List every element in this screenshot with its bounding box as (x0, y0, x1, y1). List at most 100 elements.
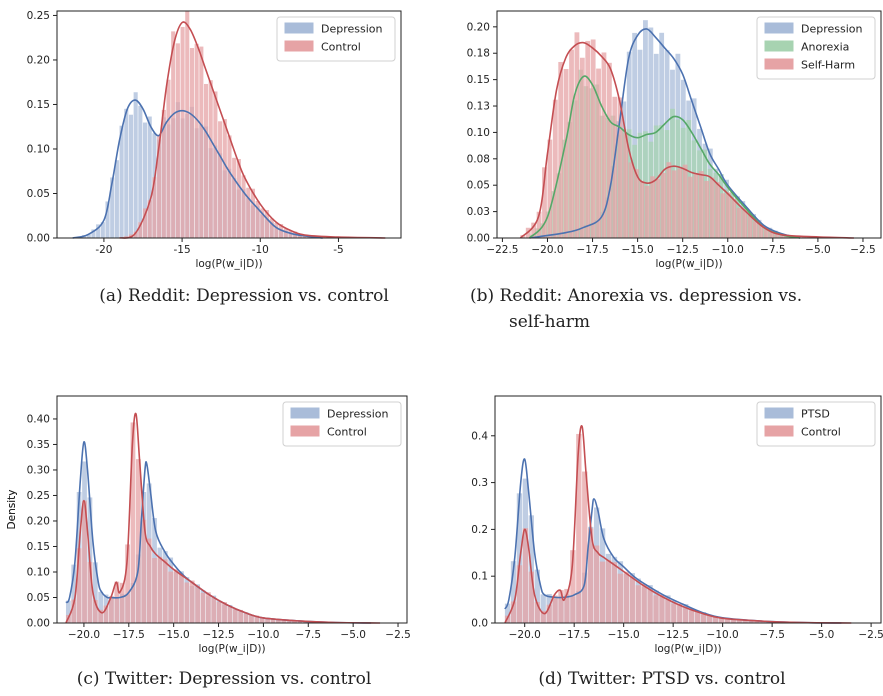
y-tick-label: 0.15 (27, 99, 50, 111)
hist-bar (534, 569, 540, 623)
legend-label: Control (327, 426, 367, 439)
hist-bar (98, 591, 104, 623)
hist-bar (269, 218, 274, 238)
hist-bar (634, 169, 639, 238)
y-tick-label: 0.10 (467, 127, 490, 139)
hist-bar (82, 500, 87, 623)
hist-bar (725, 192, 731, 238)
x-tick-label: −7.5 (296, 629, 322, 641)
y-tick-label: 0.2 (471, 524, 488, 536)
legend-swatch (290, 425, 320, 437)
x-axis-label: log(P(w_i|D)) (198, 643, 265, 655)
x-tick-label: −17.5 (558, 629, 590, 641)
hist-bar (141, 519, 147, 623)
hist-bar (227, 606, 233, 623)
hist-bar (281, 619, 287, 623)
y-tick-label: 0.00 (27, 618, 50, 630)
legend-swatch (284, 40, 314, 52)
hist-bar (98, 609, 104, 623)
hist-bar (612, 96, 618, 238)
hist-bar (754, 620, 760, 623)
y-tick-label: 0.35 (27, 439, 50, 451)
plot-frame (496, 10, 882, 239)
y-axis-label: Density (6, 490, 18, 530)
hist-bar (175, 43, 180, 239)
hist-bar (671, 603, 677, 623)
hist-bar (180, 26, 185, 239)
y-tick-label: 0.13 (467, 101, 490, 113)
panel-c: −20.0 −17.5 −15.0 −12.5 −10.0 −7.5 −5.0 −2.5 0.0… (6, 395, 411, 655)
x-tick-label: −12.5 (202, 629, 234, 641)
hist-bar (91, 229, 96, 238)
y-tick-label: 0.30 (27, 464, 50, 476)
hist-bar (283, 228, 288, 238)
legend-label: PTSD (801, 408, 830, 421)
hist-bar (536, 211, 542, 238)
caption-b-line1: (b) Reddit: Anorexia vs. depression vs. (470, 286, 802, 306)
hist-bar (133, 92, 138, 239)
hist-bar (292, 620, 297, 623)
hist-bar (96, 224, 101, 238)
legend-label: Depression (321, 23, 383, 36)
caption-a: (a) Reddit: Depression vs. control (99, 286, 389, 306)
x-tick-label: −5.0 (809, 629, 835, 641)
hist-bar (259, 618, 265, 623)
hist-bar (65, 600, 71, 623)
legend-swatch (290, 407, 320, 419)
hist-bar (558, 590, 564, 623)
hist-bar (552, 99, 558, 238)
hist-bar (659, 594, 665, 623)
hist-bar (238, 609, 244, 623)
histogram-depression (72, 92, 316, 239)
x-tick-label: −12.5 (667, 244, 699, 256)
hist-bar (648, 27, 654, 238)
y-tick-label: 0.0 (471, 618, 488, 630)
histogram-control (504, 433, 825, 623)
hist-bar (742, 208, 747, 238)
hist-bar (157, 135, 162, 238)
legend-label: Control (801, 426, 841, 439)
hist-bar (185, 11, 190, 239)
x-tick-label: −22.5 (486, 244, 518, 256)
hist-bar (189, 580, 195, 623)
hist-bar (763, 228, 769, 238)
x-tick-label: −17.5 (113, 629, 145, 641)
histogram-control (119, 11, 363, 239)
legend-label: Anorexia (801, 41, 849, 54)
hist-bar (596, 68, 601, 238)
y-tick-label: 0.15 (27, 541, 50, 553)
hist-bar (286, 619, 292, 623)
hist-bar (564, 588, 570, 623)
y-tick-label: 0.05 (27, 188, 50, 200)
hist-bar (736, 207, 742, 238)
hist-bar (677, 168, 683, 238)
hist-bar (510, 601, 517, 623)
hist-bar (546, 604, 552, 623)
legend: Depression Anorexia Self-Harm (756, 16, 876, 80)
hist-bar (540, 610, 546, 623)
hist-bar (623, 571, 630, 623)
hist-bar (211, 597, 217, 623)
hist-bar (558, 61, 564, 239)
hist-bar (760, 621, 766, 623)
x-tick-label: −7.5 (760, 244, 786, 256)
hist-bar (682, 164, 688, 238)
hist-bar (644, 185, 650, 238)
hist-bar (510, 561, 517, 623)
hist-bar (103, 605, 109, 623)
hist-bar (86, 234, 91, 238)
hist-bar (250, 188, 255, 238)
y-tick-label: 0.10 (27, 566, 50, 578)
hist-bar (730, 618, 736, 623)
kde-line-control (65, 412, 381, 624)
y-tick-label: 0.40 (27, 413, 50, 425)
hist-bar (688, 610, 695, 623)
hist-bar (531, 222, 537, 238)
hist-bar (769, 231, 775, 238)
y-tick-label: 0.20 (27, 54, 50, 66)
legend-label: Self-Harm (801, 59, 855, 72)
hist-bar (109, 596, 114, 623)
hist-bar (724, 618, 730, 623)
hist-bar (700, 614, 707, 623)
hist-bar (655, 179, 661, 238)
